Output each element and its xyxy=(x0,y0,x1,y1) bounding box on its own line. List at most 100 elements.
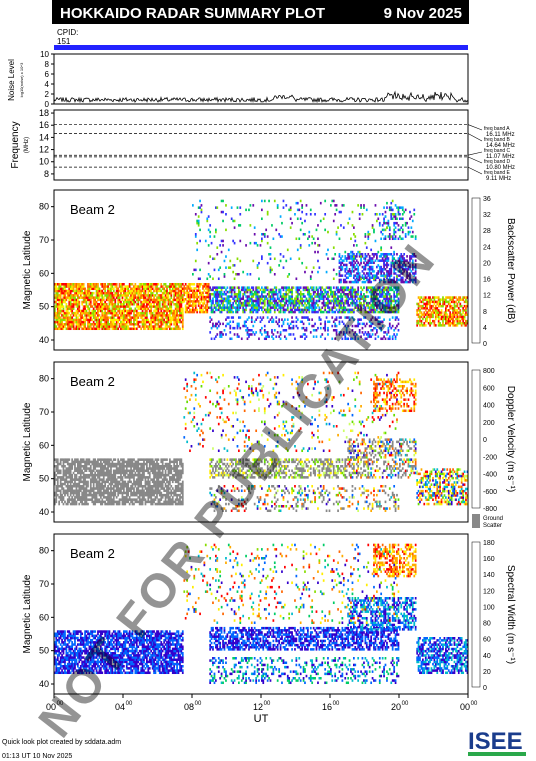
data-cell xyxy=(341,295,344,298)
data-cell xyxy=(363,304,365,307)
data-cell xyxy=(82,283,85,286)
data-cell xyxy=(340,261,342,265)
data-cell xyxy=(399,259,401,262)
data-cell xyxy=(104,294,107,297)
data-cell xyxy=(150,314,153,317)
data-cell xyxy=(75,487,78,490)
data-cell xyxy=(95,325,98,328)
data-cell xyxy=(374,239,377,243)
data-cell xyxy=(353,290,355,294)
data-cell xyxy=(91,305,94,308)
data-cell xyxy=(143,327,145,331)
frequency-ylabel: Frequency xyxy=(10,121,21,168)
data-cell xyxy=(371,333,374,336)
data-cell xyxy=(420,315,423,319)
data-cell xyxy=(342,204,345,207)
data-cell xyxy=(350,308,352,312)
data-cell xyxy=(250,293,253,296)
data-cell xyxy=(325,270,328,274)
data-cell xyxy=(173,298,176,302)
data-cell xyxy=(393,215,396,218)
data-cell xyxy=(87,460,89,464)
data-cell xyxy=(302,310,305,314)
data-cell xyxy=(445,296,447,299)
data-cell xyxy=(216,293,219,296)
data-cell xyxy=(229,290,232,294)
data-cell xyxy=(65,467,68,470)
data-cell xyxy=(365,278,368,282)
data-cell xyxy=(401,230,404,234)
data-cell xyxy=(327,320,329,324)
data-cell xyxy=(156,311,158,315)
data-cell xyxy=(394,230,397,234)
data-cell xyxy=(170,300,173,304)
data-cell xyxy=(82,487,85,490)
data-cell xyxy=(169,323,171,326)
data-cell xyxy=(111,307,114,311)
data-cell xyxy=(91,285,94,288)
data-cell xyxy=(179,305,181,308)
data-cell xyxy=(66,458,69,461)
data-cell xyxy=(414,276,417,280)
data-cell xyxy=(202,302,204,305)
data-cell xyxy=(354,278,357,282)
data-cell xyxy=(54,478,56,481)
data-cell xyxy=(78,496,81,499)
data-cell xyxy=(98,309,101,313)
frequency-legend-leader xyxy=(467,166,483,175)
data-cell xyxy=(111,309,114,313)
data-cell xyxy=(69,480,72,484)
data-cell xyxy=(74,467,76,470)
data-cell xyxy=(176,311,178,315)
data-cell xyxy=(294,213,296,216)
data-cell xyxy=(74,460,76,464)
data-cell xyxy=(291,293,293,296)
data-cell xyxy=(386,295,388,298)
data-cell xyxy=(311,286,314,289)
data-cell xyxy=(364,306,367,309)
data-cell xyxy=(266,235,269,238)
data-cell xyxy=(374,204,377,207)
data-cell xyxy=(239,301,242,305)
data-cell xyxy=(123,323,125,326)
data-cell xyxy=(348,290,351,294)
data-cell xyxy=(97,316,99,319)
data-cell xyxy=(235,301,237,305)
data-cell xyxy=(384,275,387,278)
data-cell xyxy=(143,314,145,317)
data-cell xyxy=(393,213,395,216)
data-cell xyxy=(141,303,144,306)
data-cell xyxy=(64,298,66,302)
data-cell xyxy=(87,493,89,497)
data-cell xyxy=(138,311,141,315)
data-cell xyxy=(338,270,341,273)
data-cell xyxy=(271,329,273,332)
data-cell xyxy=(430,313,433,316)
frequency-band-value: 16.11 MHz xyxy=(486,132,515,138)
data-cell xyxy=(64,489,66,493)
data-cell xyxy=(331,290,334,294)
data-cell xyxy=(250,306,253,309)
data-cell xyxy=(252,286,255,289)
data-cell xyxy=(62,467,65,470)
data-cell xyxy=(276,322,279,326)
data-cell xyxy=(177,294,180,297)
data-cell xyxy=(127,320,130,324)
data-cell xyxy=(433,296,436,299)
data-cell xyxy=(305,204,308,207)
data-cell xyxy=(296,248,299,252)
data-cell xyxy=(275,286,278,289)
data-cell xyxy=(394,326,397,330)
data-cell xyxy=(239,239,242,243)
data-cell xyxy=(58,289,61,293)
data-cell xyxy=(179,283,181,286)
data-cell xyxy=(272,318,275,321)
data-cell xyxy=(380,301,383,305)
data-cell xyxy=(335,204,338,207)
data-cell xyxy=(434,324,437,327)
data-cell xyxy=(74,294,76,297)
data-cell xyxy=(390,272,393,275)
data-cell xyxy=(371,306,374,309)
data-cell xyxy=(370,272,373,275)
